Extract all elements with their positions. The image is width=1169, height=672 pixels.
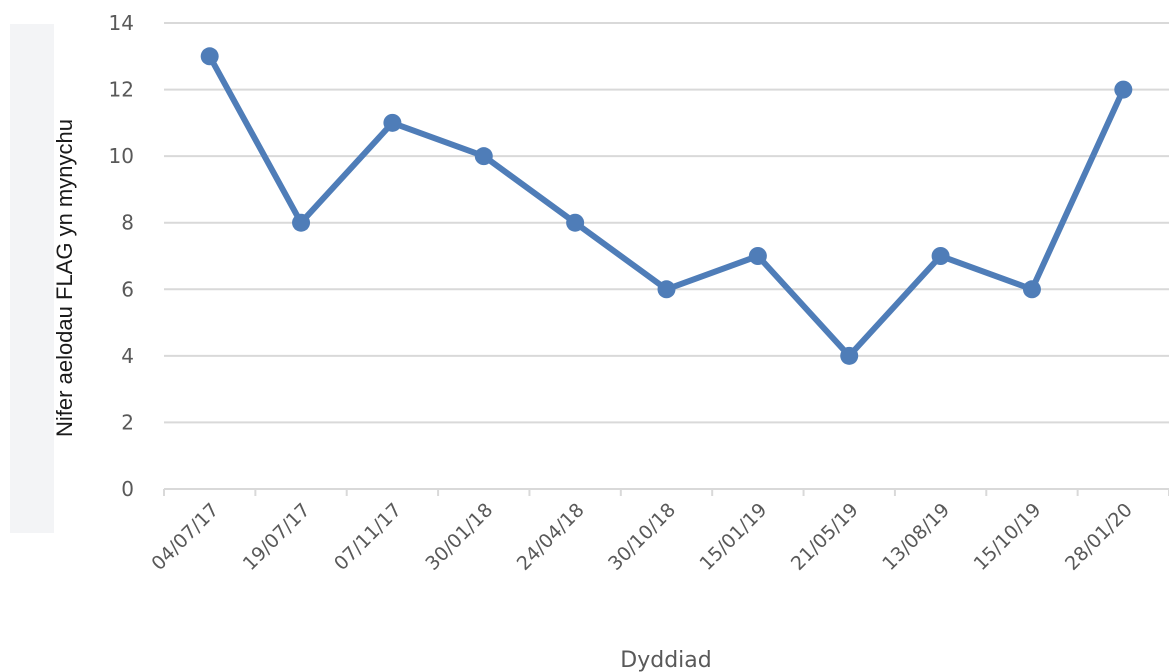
y-tick-label: 12 — [109, 78, 134, 102]
data-point — [748, 247, 767, 265]
y-tick-label: 14 — [109, 11, 134, 35]
y-tick-label: 8 — [121, 211, 134, 235]
data-point — [292, 213, 311, 232]
gridlines — [164, 22, 1169, 424]
data-point — [474, 147, 493, 166]
x-tick-label: 04/07/17 — [147, 499, 223, 575]
x-tick-label: 21/05/19 — [787, 499, 863, 575]
x-tick-labels: 04/07/17 19/07/17 07/11/17 30/01/18 24/04/18… — [147, 499, 1137, 575]
data-point — [566, 213, 585, 232]
x-tick-label: 15/10/19 — [970, 499, 1046, 575]
data-series — [200, 47, 1133, 365]
series-line — [206, 53, 1127, 359]
x-tick-label: 28/01/20 — [1061, 499, 1137, 575]
data-point — [931, 247, 950, 265]
y-tick-label: 6 — [121, 277, 134, 301]
data-point — [200, 47, 219, 66]
x-tick-label: 30/01/18 — [421, 499, 497, 575]
data-point — [383, 113, 402, 132]
y-tick-label: 2 — [121, 410, 134, 434]
data-point — [840, 346, 859, 365]
data-point — [1022, 280, 1041, 299]
x-tick-label: 15/01/19 — [695, 499, 771, 575]
x-tick-label: 30/10/18 — [604, 499, 680, 575]
x-tick-label: 19/07/17 — [239, 499, 315, 575]
y-axis-label-background — [10, 24, 54, 533]
x-tick-label: 24/04/18 — [513, 499, 589, 575]
y-tick-label: 10 — [109, 144, 134, 168]
y-tick-labels: 0 2 4 6 8 10 12 14 — [109, 11, 134, 501]
x-tick-label: 07/11/17 — [330, 499, 406, 575]
x-axis-label: Dyddiad — [620, 648, 711, 672]
y-tick-label: 4 — [121, 344, 134, 368]
y-tick-label: 0 — [121, 477, 134, 501]
x-tick-marks — [163, 489, 1169, 496]
y-axis-label: Nifer aelodau FLAG yn mynychu — [52, 119, 77, 437]
x-tick-label: 13/08/19 — [878, 499, 954, 575]
data-point — [657, 280, 676, 299]
data-point — [1114, 80, 1133, 99]
